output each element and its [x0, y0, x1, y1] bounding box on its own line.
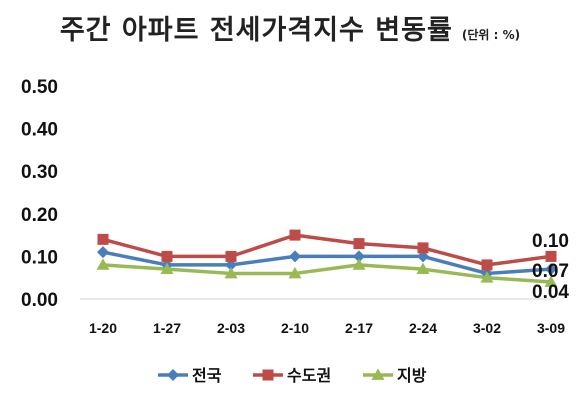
legend-item-전국: 전국: [158, 366, 222, 385]
x-tick-label: 1-20: [89, 320, 117, 336]
chart-legend: 전국 수도권 지방: [158, 366, 427, 385]
data-point-수도권: [481, 259, 493, 271]
data-point-수도권: [289, 229, 301, 241]
y-tick-label: 0.10: [21, 247, 58, 268]
legend-label: 지방: [397, 366, 427, 385]
legend-label: 전국: [192, 366, 222, 385]
x-tick-label: 1-27: [153, 320, 181, 336]
y-tick-label: 0.00: [21, 290, 58, 311]
data-point-전국: [97, 246, 109, 259]
data-point-수도권: [417, 242, 429, 254]
data-point-전국: [289, 250, 301, 263]
x-axis-ticks: 1-20 1-27 2-03 2-10 2-17 2-24 3-02 3-09: [89, 320, 565, 336]
x-tick-label: 2-03: [217, 320, 245, 336]
x-tick-label: 3-02: [473, 320, 501, 336]
data-point-지방: [544, 275, 558, 287]
data-point-지방: [416, 262, 430, 275]
x-tick-label: 3-09: [537, 320, 565, 336]
chart-title: 주간 아파트 전세가격지수 변동률: [59, 15, 453, 46]
x-tick-label: 2-10: [281, 320, 309, 336]
data-point-수도권: [225, 250, 237, 262]
end-value-label: 0.04: [532, 282, 569, 303]
data-point-전국: [417, 250, 429, 263]
y-tick-label: 0.40: [21, 120, 58, 141]
data-point-전국: [545, 263, 557, 276]
legend-marker: [262, 369, 274, 381]
data-point-전국: [225, 258, 237, 271]
data-point-지방: [480, 271, 494, 283]
series-line-전국: [102, 250, 552, 276]
data-point-수도권: [353, 238, 365, 250]
data-point-지방: [96, 258, 110, 270]
y-tick-label: 0.20: [21, 205, 58, 226]
series-markers: [96, 229, 558, 287]
series-lines: [102, 233, 552, 284]
legend-item-수도권: 수도권: [253, 366, 331, 385]
x-tick-label: 2-24: [409, 320, 437, 336]
x-tick-label: 2-17: [345, 320, 373, 336]
y-tick-label: 0.50: [21, 77, 58, 98]
legend-marker: [371, 368, 385, 380]
data-point-수도권: [97, 233, 109, 245]
data-point-수도권: [161, 250, 173, 262]
legend-item-지방: 지방: [363, 366, 427, 385]
chart-unit: (단위 : %): [461, 28, 521, 42]
data-point-수도권: [545, 250, 557, 262]
end-data-labels: 0.10 0.070.04: [532, 231, 569, 303]
data-point-지방: [288, 266, 302, 279]
end-value-label: 0.10: [532, 231, 569, 252]
series-line-수도권: [102, 233, 552, 267]
y-axis-ticks: 0.00 0.10 0.20 0.30 0.40 0.50: [21, 77, 58, 311]
data-point-지방: [160, 262, 174, 275]
y-tick-label: 0.30: [21, 162, 58, 183]
data-point-지방: [352, 258, 366, 270]
end-value-label: 0.07: [532, 261, 569, 282]
legend-marker: [167, 369, 179, 381]
data-point-전국: [353, 250, 365, 263]
data-point-지방: [224, 266, 238, 279]
legend-label: 수도권: [287, 366, 331, 385]
chart-title-area: 주간 아파트 전세가격지수 변동률 (단위 : %): [0, 8, 580, 47]
series-line-지방: [102, 263, 552, 284]
